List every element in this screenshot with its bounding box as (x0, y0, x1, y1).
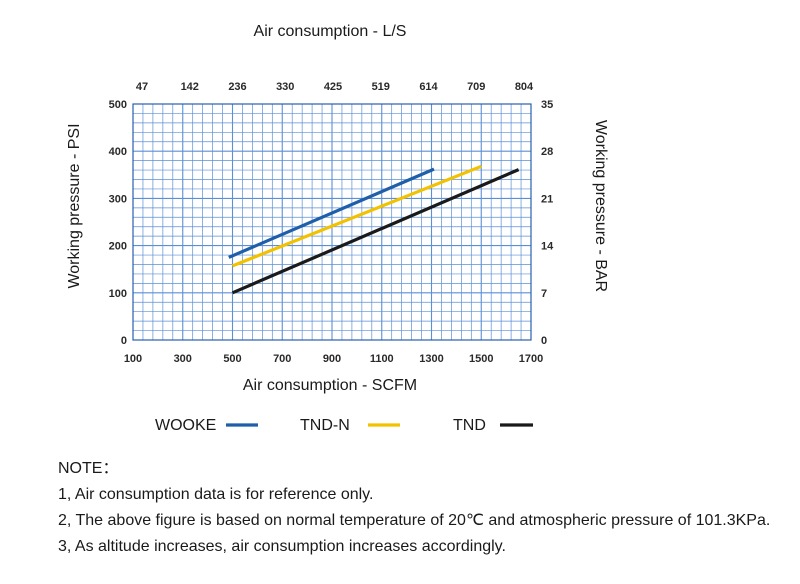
y2-tick-label: 35 (541, 99, 553, 111)
chart-title: Air consumption - L/S (254, 23, 407, 40)
air-consumption-chart: Air consumption - L/S 100 300 500 700 900 110… (66, 23, 609, 434)
y-axis-ticks: 0 100 200 300 400 500 (109, 99, 127, 347)
series-line-tnd-n (231, 164, 482, 268)
plot-area-border (132, 103, 532, 341)
legend-label-wooke: WOOKE (155, 417, 216, 434)
y-tick-label: 500 (109, 99, 127, 111)
x-tick-label: 900 (323, 353, 341, 365)
x-top-tick-label: 425 (324, 81, 342, 93)
chart-series (228, 164, 520, 295)
chart-grid (133, 104, 531, 340)
x-top-tick-label: 804 (515, 81, 534, 93)
x-top-tick-label: 47 (136, 81, 148, 93)
x-tick-label: 1700 (519, 353, 543, 365)
x-tick-label: 300 (174, 353, 192, 365)
y-tick-label: 100 (109, 288, 127, 300)
x-top-tick-label: 519 (372, 81, 390, 93)
x-tick-label: 1300 (419, 353, 443, 365)
x-tick-label: 1500 (469, 353, 493, 365)
x-tick-label: 100 (124, 353, 142, 365)
y-tick-label: 300 (109, 193, 127, 205)
y-axis-title: Working pressure - PSI (66, 123, 83, 288)
x-top-axis-ticks: 47 142 236 330 425 519 614 709 804 (136, 81, 534, 93)
notes-heading: NOTE： (58, 460, 119, 477)
x-top-tick-label: 614 (419, 81, 438, 93)
y2-tick-label: 14 (541, 241, 554, 253)
series-line-wooke (228, 167, 435, 259)
notes-section: NOTE： 1, Air consumption data is for ref… (58, 456, 788, 560)
y2-tick-label: 28 (541, 146, 553, 158)
y-tick-label: 0 (121, 335, 127, 347)
y2-tick-label: 21 (541, 193, 553, 205)
legend-label-tnd: TND (453, 417, 486, 434)
y2-tick-label: 0 (541, 335, 547, 347)
x-axis-ticks: 100 300 500 700 900 1100 1300 1500 1700 (124, 353, 543, 365)
series-line-tnd (231, 168, 520, 295)
x-axis-title: Air consumption - SCFM (243, 377, 417, 394)
y2-tick-label: 7 (541, 288, 547, 300)
note-line-3: 3, As altitude increases, air consumptio… (58, 538, 506, 555)
x-tick-label: 500 (223, 353, 241, 365)
chart-legend: WOOKE TND-N TND (155, 417, 533, 434)
x-top-tick-label: 330 (276, 81, 294, 93)
x-tick-label: 1100 (370, 353, 394, 365)
note-line-1: 1, Air consumption data is for reference… (58, 486, 374, 503)
x-top-tick-label: 142 (181, 81, 199, 93)
x-tick-label: 700 (273, 353, 291, 365)
y2-axis-ticks: 0 7 14 21 28 35 (541, 99, 554, 347)
y-tick-label: 200 (109, 241, 127, 253)
y-tick-label: 400 (109, 146, 127, 158)
legend-label-tnd-n: TND-N (300, 417, 350, 434)
x-top-tick-label: 709 (467, 81, 485, 93)
y2-axis-title: Working pressure - BAR (592, 120, 609, 292)
x-top-tick-label: 236 (228, 81, 246, 93)
note-line-2: 2, The above figure is based on normal t… (58, 512, 771, 529)
